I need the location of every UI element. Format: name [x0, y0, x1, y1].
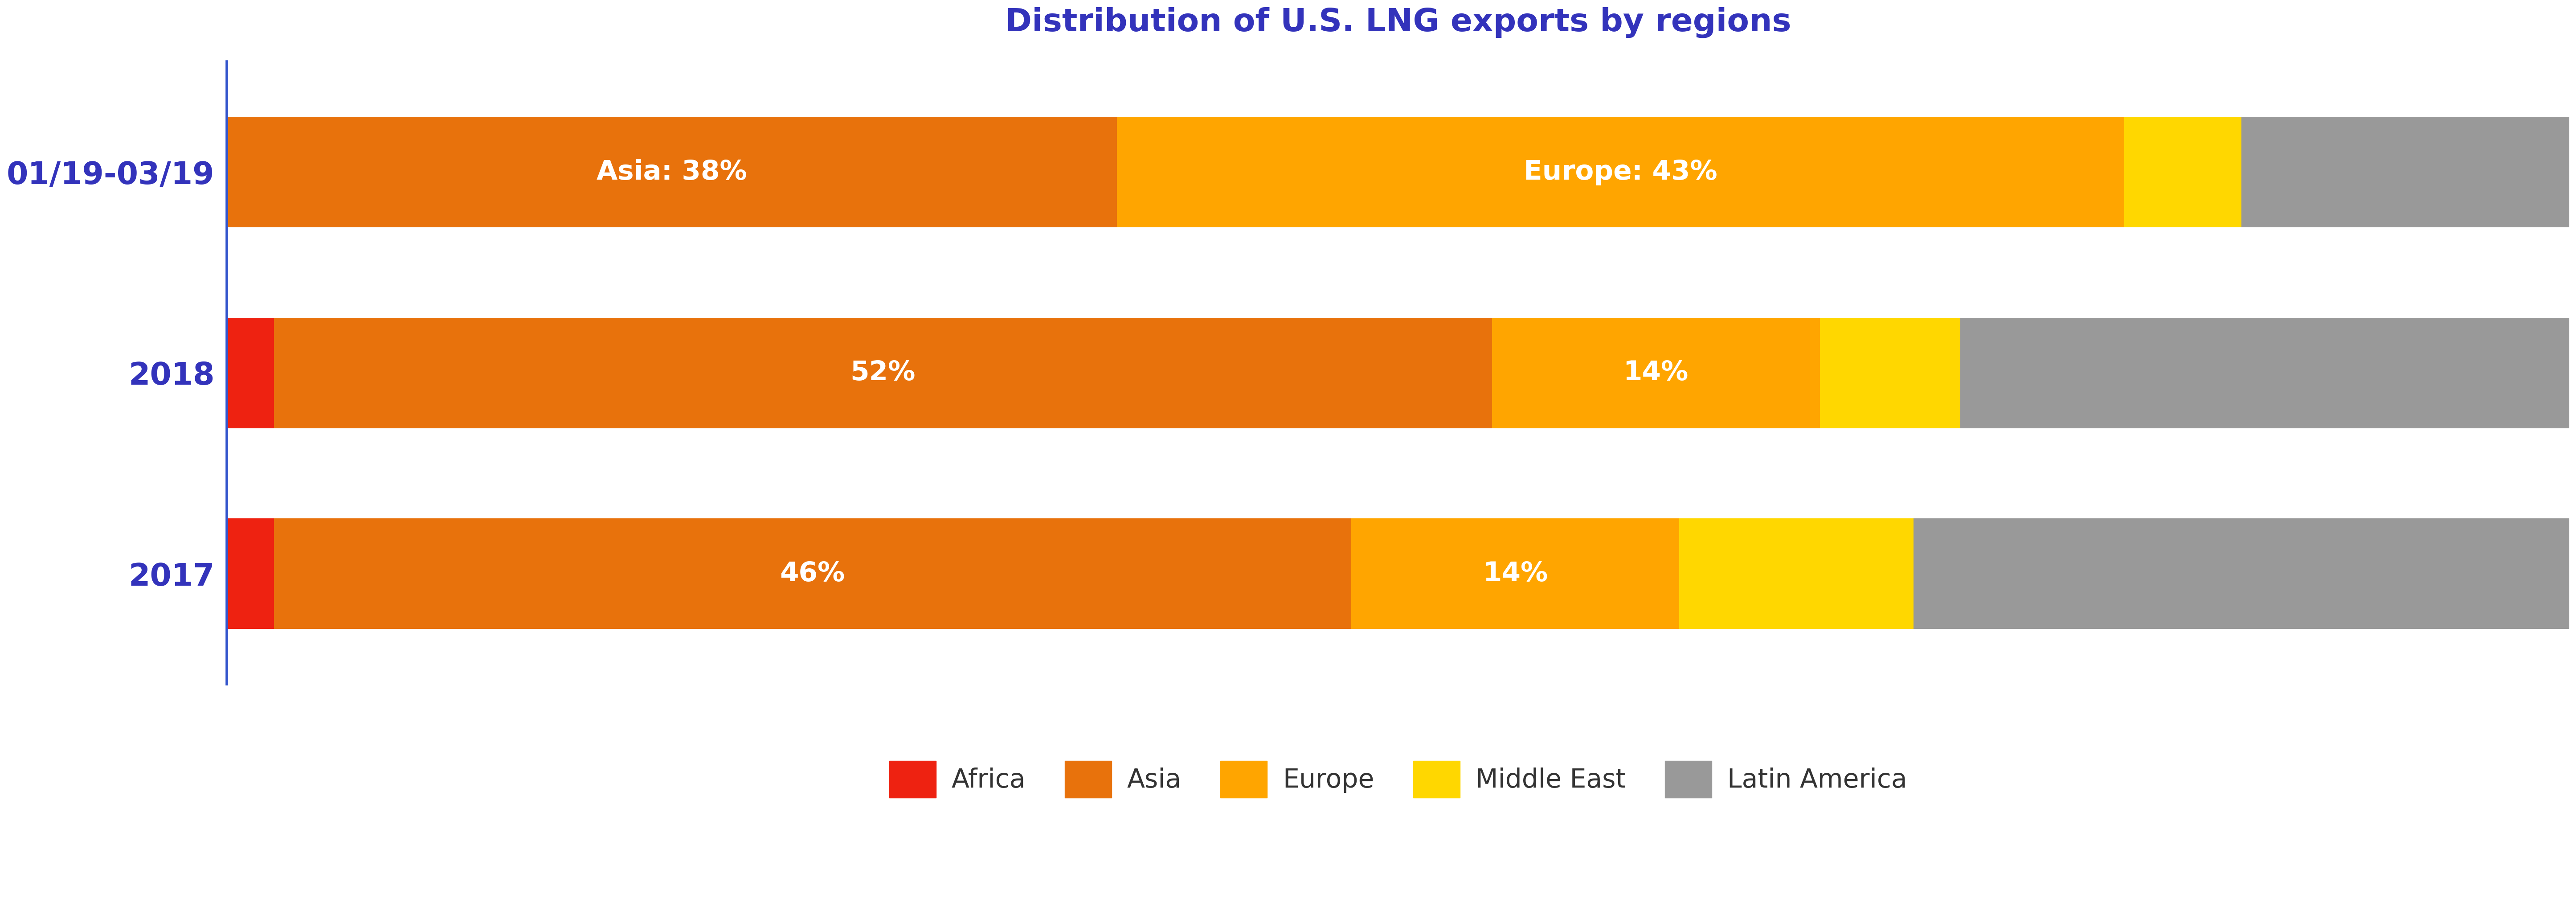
Text: 14%: 14%: [1484, 561, 1548, 587]
Bar: [1680, 518, 1914, 628]
Bar: [273, 318, 1492, 428]
Bar: [1914, 518, 2568, 628]
Bar: [1819, 318, 1960, 428]
Text: Asia: 38%: Asia: 38%: [598, 159, 747, 185]
Text: 46%: 46%: [781, 561, 845, 587]
Bar: [227, 116, 1118, 228]
Bar: [1118, 116, 2125, 228]
Bar: [1352, 518, 1680, 628]
Text: 14%: 14%: [1623, 359, 1687, 386]
Bar: [2125, 116, 2241, 228]
Legend: Africa, Asia, Europe, Middle East, Latin America: Africa, Asia, Europe, Middle East, Latin…: [878, 750, 1917, 808]
Bar: [2241, 116, 2568, 228]
Bar: [1492, 318, 1819, 428]
Bar: [227, 518, 273, 628]
Text: 52%: 52%: [850, 359, 914, 386]
Bar: [273, 518, 1352, 628]
Bar: [227, 318, 273, 428]
Title: Distribution of U.S. LNG exports by regions: Distribution of U.S. LNG exports by regi…: [1005, 6, 1790, 38]
Text: Europe: 43%: Europe: 43%: [1525, 159, 1718, 185]
Bar: [1960, 318, 2568, 428]
